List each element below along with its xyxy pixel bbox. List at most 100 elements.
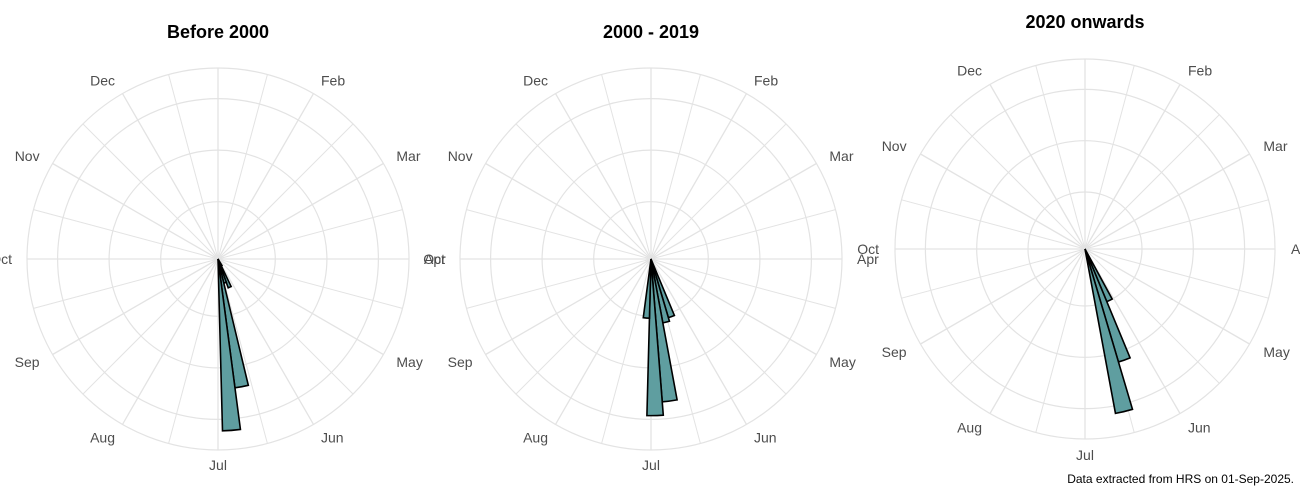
grid-spoke [1084, 199, 1269, 250]
grid-spoke [1084, 248, 1181, 414]
grid-spoke [989, 248, 1086, 414]
month-label-sep: Sep [448, 354, 473, 370]
grid-spoke [650, 74, 701, 260]
grid-spoke [485, 162, 652, 260]
grid-spoke [650, 93, 748, 260]
rose-wedge-5 [217, 258, 242, 432]
month-label-jul: Jul [1076, 447, 1094, 463]
grid-spoke [1084, 248, 1250, 345]
panel-title: 2000 - 2019 [603, 22, 699, 42]
grid-spoke [1084, 153, 1250, 250]
grid-spoke [950, 248, 1086, 384]
grid-spoke [515, 258, 652, 395]
grid-spoke [1084, 84, 1181, 250]
data-source-caption: Data extracted from HRS on 01-Sep-2025. [1067, 472, 1294, 486]
grid-spoke [217, 258, 384, 356]
rose-panel-2: 2000 - 2019 Feb Mar Apr May Jun Jul Aug Sep Oct No… [423, 22, 879, 473]
grid-spoke [82, 123, 219, 260]
month-label-feb: Feb [1188, 63, 1212, 79]
grid-spoke [1084, 65, 1135, 250]
grid-spoke [650, 123, 787, 260]
month-label-sep: Sep [15, 354, 40, 370]
grid-spoke [168, 258, 219, 444]
grid-spoke [217, 258, 268, 444]
rose-panel-3: 2020 onwards Feb Mar Apr May Jun Jul Aug Sep Oct N… [857, 12, 1300, 463]
panel-title: Before 2000 [167, 22, 269, 42]
grid-spoke [650, 162, 817, 260]
grid-spoke [121, 258, 219, 425]
grid-spoke [554, 93, 652, 260]
grid-spoke [217, 258, 403, 309]
grid-spoke [466, 258, 652, 309]
grid-spoke [650, 258, 817, 356]
grid-spoke [466, 209, 652, 260]
grid-spoke [121, 93, 219, 260]
grid-spoke [217, 258, 315, 425]
grid-spoke [950, 114, 1086, 250]
grid-spoke [217, 93, 315, 260]
grid-spoke [168, 74, 219, 260]
rose-wedge-4 [646, 258, 665, 417]
month-label-oct: Oct [857, 241, 879, 257]
month-label-dec: Dec [957, 63, 982, 79]
grid-spoke [650, 258, 748, 425]
month-label-feb: Feb [321, 73, 345, 89]
month-label-dec: Dec [90, 73, 115, 89]
month-label-aug: Aug [90, 429, 115, 445]
grid-spoke [217, 123, 354, 260]
grid-spoke [1084, 114, 1220, 250]
month-label-nov: Nov [882, 138, 907, 154]
grid-spoke [650, 209, 836, 260]
month-label-may: May [396, 354, 422, 370]
grid-spoke [554, 258, 652, 425]
grid-spoke [1084, 248, 1269, 299]
month-label-apr: Apr [857, 251, 879, 267]
grid-spoke [1035, 248, 1086, 433]
month-label-jul: Jul [209, 457, 227, 473]
grid-spoke [920, 153, 1086, 250]
month-label-sep: Sep [882, 344, 907, 360]
month-label-jun: Jun [1188, 419, 1211, 435]
month-label-mar: Mar [1263, 138, 1287, 154]
rose-wedge-3 [1084, 248, 1134, 415]
month-label-feb: Feb [754, 73, 778, 89]
month-label-may: May [829, 354, 855, 370]
grid-spoke [901, 199, 1086, 250]
grid-spoke [33, 209, 219, 260]
grid-spoke [217, 258, 354, 395]
grid-spoke [1035, 65, 1086, 250]
month-label-nov: Nov [15, 148, 40, 164]
grid-spoke [217, 162, 384, 260]
grid-spoke [920, 248, 1086, 345]
grid-spoke [217, 74, 268, 260]
month-label-aug: Aug [523, 429, 548, 445]
month-label-oct: Oct [423, 251, 445, 267]
grid-spoke [82, 258, 219, 395]
panel-title: 2020 onwards [1025, 12, 1144, 32]
month-label-aug: Aug [957, 419, 982, 435]
grid-spoke [901, 248, 1086, 299]
grid-spoke [1084, 248, 1220, 384]
grid-spoke [650, 258, 836, 309]
month-label-oct: Oct [0, 251, 12, 267]
grid-spoke [601, 258, 652, 444]
grid-spoke [650, 258, 787, 395]
grid-spoke [515, 123, 652, 260]
rose-panel-1: Before 2000 Feb Mar Apr May Jun Jul Aug Sep Oct No… [0, 22, 446, 473]
grid-spoke [52, 258, 219, 356]
month-label-mar: Mar [829, 148, 853, 164]
grid-spoke [52, 162, 219, 260]
grid-spoke [33, 258, 219, 309]
grid-spoke [217, 209, 403, 260]
month-label-dec: Dec [523, 73, 548, 89]
grid-spoke [485, 258, 652, 356]
month-label-jun: Jun [754, 429, 777, 445]
grid-spoke [601, 74, 652, 260]
grid-spoke [989, 84, 1086, 250]
rose-wedge-5 [642, 258, 652, 320]
month-label-apr: Apr [424, 251, 446, 267]
month-label-apr: Apr [1291, 241, 1300, 257]
month-label-jun: Jun [321, 429, 344, 445]
month-label-may: May [1263, 344, 1289, 360]
